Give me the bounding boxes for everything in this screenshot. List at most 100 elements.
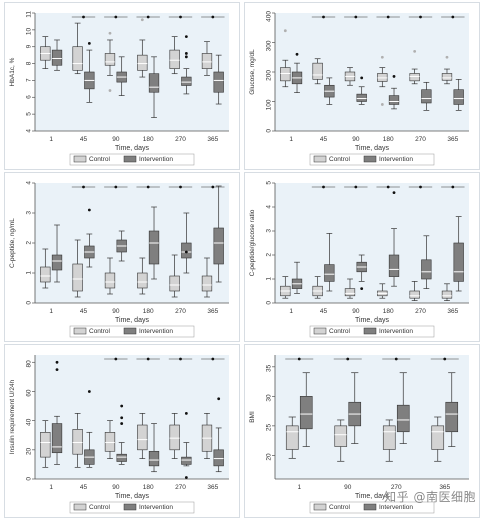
x-tick-label: 90 (112, 484, 120, 491)
box-control (201, 53, 213, 69)
x-tick-label: 365 (207, 308, 218, 315)
legend-label-intervention: Intervention (139, 328, 173, 335)
significance-dot (451, 15, 455, 19)
y-tick-label: 300 (266, 40, 273, 51)
outlier-point (392, 75, 396, 78)
y-tick-label: 1 (266, 277, 273, 281)
x-tick-label: 1 (49, 136, 53, 143)
significance-dot (211, 15, 215, 19)
significance-dot (354, 15, 358, 19)
outlier-point (413, 49, 417, 53)
significance-dot (114, 357, 118, 361)
legend-swatch-control (313, 327, 327, 335)
outlier-point (392, 191, 396, 194)
y-tick-label: 6 (26, 95, 33, 99)
panel-insulin: 0 20 40 60 80 Insulin requirement U/24h 1 45 90 1… (4, 344, 240, 518)
outlier-point (140, 18, 144, 22)
significance-dot (394, 357, 398, 361)
outlier-point (120, 416, 124, 420)
y-axis-label: HbA1c, % (9, 57, 16, 86)
box-intervention (356, 93, 367, 102)
y-tick-label: 25 (266, 423, 273, 431)
box-control (137, 272, 148, 289)
y-axis-label: BMI (249, 411, 256, 423)
outlier-point (360, 76, 364, 80)
significance-dot (419, 185, 422, 189)
x-tick-label: 90 (344, 484, 352, 491)
box-intervention (181, 242, 192, 259)
x-tick-label: 180 (143, 484, 154, 491)
y-tick-label: 35 (266, 364, 273, 372)
x-axis-label: Time, days (115, 317, 149, 324)
box-intervention (213, 71, 224, 93)
x-tick-label: 270 (175, 484, 186, 491)
legend-swatch-intervention (123, 327, 137, 335)
y-tick-label: 7 (26, 78, 33, 82)
box-control (312, 62, 323, 80)
outlier-point (184, 411, 188, 415)
significance-dot (146, 15, 150, 19)
y-tick-label: 5 (266, 181, 273, 185)
significance-dot (322, 15, 325, 19)
y-tick-label: 11 (26, 11, 33, 18)
watermark-text: 知乎 @南医细胞 (384, 490, 476, 504)
plot-area (275, 183, 469, 303)
plot-area (35, 183, 229, 303)
significance-dot (211, 185, 215, 189)
legend-label-intervention: Intervention (379, 504, 413, 511)
plot-area (35, 13, 229, 131)
x-tick-label: 365 (447, 308, 458, 315)
y-tick-label: 400 (266, 11, 273, 22)
outlier-point (445, 55, 449, 59)
chart-svg: 0 20 40 60 80 Insulin requirement U/24h 1 45 90 1… (9, 355, 229, 514)
outlier-point (120, 422, 124, 425)
legend-swatch-control (73, 155, 87, 163)
significance-dot (146, 357, 150, 361)
box-intervention (213, 449, 224, 467)
box-control (344, 288, 356, 297)
box-intervention (116, 453, 127, 462)
x-tick-label: 45 (80, 308, 88, 315)
y-axis-label: C-peptide, ng/mL (9, 218, 16, 268)
significance-dot (146, 185, 150, 189)
x-tick-label: 90 (112, 136, 120, 143)
significance-dot (297, 357, 301, 361)
x-tick-label: 365 (207, 484, 218, 491)
box-intervention (421, 259, 432, 280)
y-tick-label: 30 (266, 394, 273, 402)
significance-dot (114, 185, 118, 189)
y-tick-label: 0 (26, 477, 33, 481)
legend-swatch-intervention (123, 503, 137, 511)
significance-dot (443, 357, 447, 361)
box-control (280, 67, 291, 82)
box-control (40, 432, 51, 458)
x-tick-label: 270 (415, 308, 426, 315)
box-intervention (213, 227, 224, 265)
significance-dot (386, 185, 390, 189)
legend-swatch-control (73, 503, 87, 511)
y-tick-label: 4 (266, 205, 273, 209)
legend-label-intervention: Intervention (139, 504, 173, 511)
outlier-point (295, 52, 299, 56)
y-tick-label: 0 (266, 301, 273, 305)
panel-glucose: 0 100 200 300 400 Glucose, mg/dL 1 45 90 180 270 36… (244, 2, 480, 170)
box-intervention (51, 423, 63, 454)
panel-cpep-glucose-ratio: 0 1 2 3 4 5 C-peptide/glucose ratio 1 45 90 180 270… (244, 172, 480, 342)
significance-dot (419, 15, 422, 19)
legend-swatch-control (73, 327, 87, 335)
significance-dot (354, 185, 358, 189)
significance-dot (322, 185, 325, 189)
significance-dot (386, 15, 390, 19)
significance-dot (82, 15, 85, 19)
panel-hba1c: 4 5 6 7 8 9 10 11 HbA1c, % 1 45 90 180 270 365 Time, da… (4, 2, 240, 170)
x-tick-label: 1 (297, 484, 301, 491)
outlier-point (184, 476, 188, 479)
legend-label-control: Control (89, 504, 111, 511)
box-control (104, 53, 116, 66)
legend-swatch-intervention (123, 155, 137, 163)
box-intervention (181, 456, 192, 465)
chart-svg: 20 25 30 35 BMI 1 90 270 365 Time, days Control Int… (249, 355, 469, 514)
legend-swatch-intervention (363, 155, 377, 163)
significance-dot (451, 185, 455, 189)
box-intervention (453, 89, 464, 105)
